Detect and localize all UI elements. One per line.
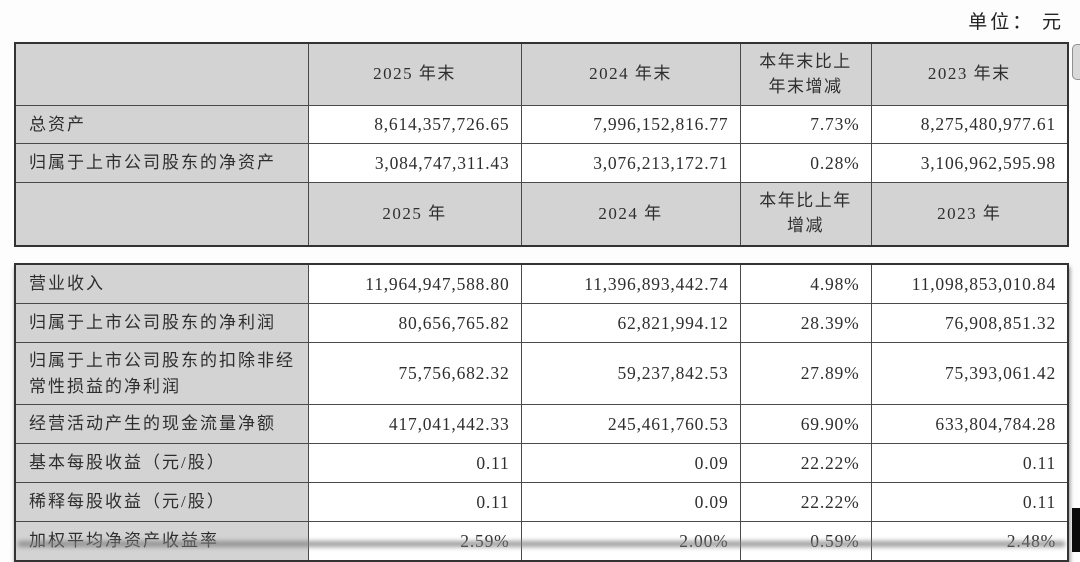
cell-2024: 3,076,213,172.71 [520, 143, 741, 183]
cell-2024: 245,461,760.53 [520, 404, 741, 444]
cell-change: 7.73% [739, 105, 872, 144]
cell-label: 营业收入 [14, 263, 309, 304]
cell-2024: 7,996,152,816.77 [520, 105, 741, 144]
cell-change: 0.28% [739, 143, 872, 183]
cell-2023: 76,908,851.32 [870, 303, 1069, 343]
header-2025-year-end: 2025 年末 [307, 42, 522, 106]
cell-label: 归属于上市公司股东的扣除非经常性损益的净利润 [14, 342, 309, 405]
header-2024-year: 2024 年 [520, 182, 741, 247]
cell-2023: 633,804,784.28 [870, 404, 1069, 444]
cell-2025: 3,084,747,311.43 [307, 143, 522, 183]
header-yoy-change-year-end: 本年末比上 年末增减 [739, 42, 872, 106]
cell-2025: 80,656,765.82 [307, 303, 522, 343]
cell-2025: 417,041,442.33 [307, 404, 522, 444]
cell-2023: 75,393,061.42 [870, 342, 1069, 405]
cell-label: 归属于上市公司股东的净资产 [14, 143, 309, 183]
row-operating-cash-flow: 经营活动产生的现金流量净额 417,041,442.33 245,461,760… [14, 404, 1069, 444]
row-basic-eps: 基本每股收益（元/股） 0.11 0.09 22.22% 0.11 [14, 443, 1069, 483]
cell-2024: 0.09 [520, 482, 741, 522]
table-bottom-shadow [18, 541, 1065, 547]
cell-2024: 62,821,994.12 [520, 303, 741, 343]
header-blank-cell [14, 182, 309, 247]
cell-2023: 0.11 [870, 482, 1069, 522]
header-2025-year: 2025 年 [307, 182, 522, 247]
cell-label: 稀释每股收益（元/股） [14, 482, 309, 522]
cell-2025: 11,964,947,588.80 [307, 263, 522, 304]
cell-2025: 0.11 [307, 443, 522, 483]
cell-label: 归属于上市公司股东的净利润 [14, 303, 309, 343]
cell-label: 总资产 [14, 105, 309, 144]
cell-change: 22.22% [739, 443, 872, 483]
cell-2024: 0.09 [520, 443, 741, 483]
row-net-assets-attributable: 归属于上市公司股东的净资产 3,084,747,311.43 3,076,213… [14, 143, 1069, 183]
cell-2024: 11,396,893,442.74 [520, 263, 741, 304]
cell-change: 27.89% [739, 342, 872, 405]
row-deducted-non-recurring-net-profit: 归属于上市公司股东的扣除非经常性损益的净利润 75,756,682.32 59,… [14, 342, 1069, 405]
cell-2023: 8,275,480,977.61 [870, 105, 1069, 144]
income-summary-table: 营业收入 11,964,947,588.80 11,396,893,442.74… [14, 263, 1069, 562]
cell-label: 经营活动产生的现金流量净额 [14, 404, 309, 444]
header-blank-cell [14, 42, 309, 106]
cell-2025: 0.11 [307, 482, 522, 522]
header-2023-year: 2023 年 [870, 182, 1069, 247]
cell-2023: 0.11 [870, 443, 1069, 483]
cell-change: 28.39% [739, 303, 872, 343]
cell-2023: 3,106,962,595.98 [870, 143, 1069, 183]
row-net-profit-attributable: 归属于上市公司股东的净利润 80,656,765.82 62,821,994.1… [14, 303, 1069, 343]
header-yoy-change-year: 本年比上年 增减 [739, 182, 872, 247]
header-2024-year-end: 2024 年末 [520, 42, 741, 106]
cell-change: 4.98% [739, 263, 872, 304]
cell-change: 22.22% [739, 482, 872, 522]
row-operating-revenue: 营业收入 11,964,947,588.80 11,396,893,442.74… [14, 263, 1069, 304]
row-total-assets: 总资产 8,614,357,726.65 7,996,152,816.77 7.… [14, 105, 1069, 144]
cell-2025: 75,756,682.32 [307, 342, 522, 405]
table-header-row: 2025 年末 2024 年末 本年末比上 年末增减 2023 年末 [14, 42, 1069, 106]
cell-2023: 11,098,853,010.84 [870, 263, 1069, 304]
table-footer-header-row: 2025 年 2024 年 本年比上年 增减 2023 年 [14, 182, 1069, 247]
cell-2024: 59,237,842.53 [520, 342, 741, 405]
unit-label: 单位： 元 [968, 12, 1064, 33]
cell-change: 69.90% [739, 404, 872, 444]
balance-sheet-summary-table: 2025 年末 2024 年末 本年末比上 年末增减 2023 年末 总资产 8… [14, 42, 1069, 247]
header-2023-year-end: 2023 年末 [870, 42, 1069, 106]
cell-label: 基本每股收益（元/股） [14, 443, 309, 483]
cropped-edge-element [1072, 44, 1080, 80]
row-diluted-eps: 稀释每股收益（元/股） 0.11 0.09 22.22% 0.11 [14, 482, 1069, 522]
cell-2025: 8,614,357,726.65 [307, 105, 522, 144]
corner-dark-block [1072, 508, 1080, 552]
